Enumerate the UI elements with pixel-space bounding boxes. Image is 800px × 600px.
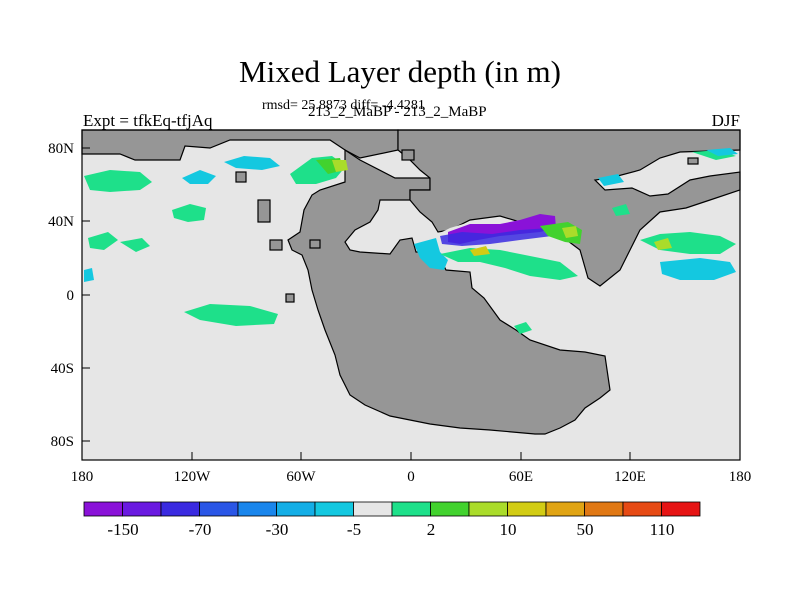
land-island-2 (257, 199, 271, 223)
runs-label: 213_2_MaBP - 213_2_MaBP (308, 104, 487, 120)
season-label: DJF (711, 111, 740, 130)
anomaly-cyan-npac-3 (84, 268, 94, 282)
colorbar-box-14 (584, 501, 624, 517)
anomaly-patch-epac (184, 304, 278, 326)
land-central-continent (287, 148, 611, 435)
colorbar-label-5: 2 (427, 520, 436, 539)
colorbar-box-13 (545, 501, 585, 517)
land-island-5 (285, 293, 295, 303)
lat-ticks (82, 147, 90, 442)
colorbar-label-3: -30 (266, 520, 289, 539)
anomaly-blue-strip (440, 228, 552, 246)
anomaly-green-med (440, 248, 578, 280)
colorbar-box-8 (353, 501, 393, 517)
lon-label-60w: 60W (286, 469, 316, 485)
lon-label-180e: 180 (729, 469, 752, 485)
lon-ticks (81, 452, 741, 460)
lat-label-80n: 80N (48, 141, 74, 157)
colorbar-box-9 (391, 501, 431, 517)
colorbar-box-4 (199, 501, 239, 517)
anomaly-cyan-arctic (598, 174, 624, 186)
colorbar-box-2 (122, 501, 162, 517)
lon-label-180w: 180 (71, 469, 94, 485)
anomaly-patch-nwpac-2 (654, 238, 672, 250)
colorbar-box-16 (661, 501, 701, 517)
anomaly-cyan-nwpac (660, 258, 736, 280)
land-island-3 (269, 239, 283, 251)
colorbar-label-1: -150 (107, 520, 138, 539)
colorbar-box-5 (237, 501, 277, 517)
lat-label-80s: 80S (51, 434, 74, 450)
lon-label-60e: 60E (509, 469, 533, 485)
anomaly-cyan-med (414, 238, 448, 270)
colorbar-label-4: -5 (347, 520, 361, 539)
land-eurasia-north (397, 129, 741, 287)
anomaly-patch-npac-4 (120, 238, 150, 252)
colorbar-box-10 (430, 501, 470, 517)
lon-label-120w: 120W (174, 469, 212, 485)
land-island-1 (235, 171, 247, 183)
land-masses (81, 129, 741, 435)
lon-label-0: 0 (407, 469, 415, 485)
land-island-7 (687, 157, 699, 165)
anomaly-patch-satl (514, 322, 532, 334)
lat-label-40n: 40N (48, 214, 74, 230)
land-island-6 (401, 149, 415, 161)
lat-label-40s: 40S (51, 361, 74, 377)
colorbar (83, 501, 701, 517)
anomaly-cyan-npac-1 (182, 170, 216, 184)
anomaly-shading (84, 148, 738, 334)
colorbar-box-15 (622, 501, 662, 517)
anomaly-yellow-east (562, 226, 578, 238)
colorbar-label-2: -70 (189, 520, 212, 539)
land-island-4 (309, 239, 321, 249)
anomaly-cyan-east (706, 148, 738, 156)
colorbar-label-6: 10 (500, 520, 517, 539)
lat-label-0: 0 (67, 288, 75, 304)
map-title: Mixed Layer depth (in m) (239, 54, 561, 89)
colorbar-box-3 (160, 501, 200, 517)
lon-label-120e: 120E (614, 469, 646, 485)
experiment-label: Expt = tfkEq-tfjAq (83, 111, 213, 130)
colorbar-label-8: 110 (650, 520, 675, 539)
stats-line: rmsd= 25.8873 diff= -4.4281 (262, 98, 425, 113)
colorbar-box-11 (468, 501, 508, 517)
colorbar-labels: -150 -70 -30 -5 2 10 50 110 (107, 520, 674, 539)
colorbar-box-12 (507, 501, 547, 517)
anomaly-patch-npac-2 (172, 204, 206, 222)
anomaly-cyan-npac-2 (224, 156, 280, 170)
anomaly-patch-npac-1 (84, 170, 152, 192)
anomaly-patch-npac-3 (88, 232, 118, 250)
anomaly-patch-natl-3 (332, 160, 348, 172)
colorbar-box-6 (276, 501, 316, 517)
colorbar-label-7: 50 (577, 520, 594, 539)
colorbar-box-1 (83, 501, 123, 517)
colorbar-box-7 (314, 501, 354, 517)
anomaly-yellow-med (470, 246, 490, 256)
land-arctic-north (81, 129, 399, 161)
anomaly-patch-nwpac-4 (612, 204, 630, 216)
